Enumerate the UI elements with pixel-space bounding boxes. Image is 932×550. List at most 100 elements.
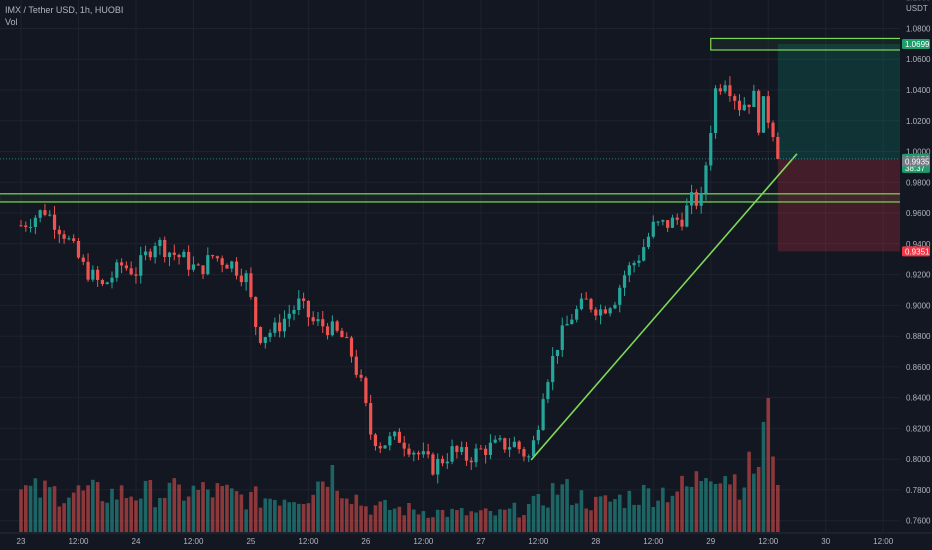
candle-body [163, 239, 167, 258]
candle-body [704, 165, 708, 194]
volume-bar [81, 490, 86, 532]
volume-bar [426, 517, 430, 532]
candle-body [340, 330, 344, 338]
volume-bar [656, 500, 660, 532]
volume-bar [397, 506, 402, 532]
candle-body [594, 309, 598, 316]
volume-bar [138, 498, 143, 532]
volume-bar [349, 504, 354, 532]
volume-bar [47, 487, 52, 532]
candle-body [311, 317, 315, 322]
candle-body [742, 104, 746, 111]
volume-bar [776, 484, 780, 532]
volume-bar [560, 484, 565, 532]
price-tick-label: 1.0400 [906, 86, 931, 95]
volume-bar [287, 502, 292, 532]
candle-body [771, 122, 775, 138]
volume-bar [708, 481, 713, 532]
candle-body [455, 446, 459, 452]
candle-body [100, 279, 105, 285]
candle-body [709, 132, 713, 166]
candle-body [110, 277, 114, 283]
price-tick-label: 0.9000 [906, 301, 931, 310]
volume-bar [244, 509, 248, 532]
candle-body [718, 88, 722, 92]
volume-bar [167, 482, 172, 532]
candle-body [24, 225, 28, 228]
volume-bar [23, 485, 28, 532]
candle-body [546, 382, 550, 400]
volume-bar [191, 485, 196, 532]
volume-bar [689, 486, 694, 532]
candle-body [201, 265, 205, 275]
candle-body [220, 258, 224, 265]
volume-bar [464, 515, 469, 532]
candle-body [536, 429, 540, 441]
price-candles [19, 76, 780, 484]
volume-bar [416, 514, 421, 532]
volume-bar [483, 508, 488, 532]
candle-body [622, 275, 627, 288]
volume-bar [766, 398, 771, 532]
candle-body [43, 210, 47, 215]
volume-bar [752, 473, 756, 532]
price-tick-label: 1.0600 [906, 55, 931, 64]
volume-bar [215, 483, 220, 532]
candle-body [522, 449, 526, 457]
candle-body [345, 337, 349, 339]
volume-bar [723, 476, 727, 532]
candle-body [737, 100, 742, 111]
long-position-tool[interactable] [777, 43, 917, 252]
candle-body [306, 300, 310, 318]
volume-bar [249, 491, 253, 532]
volume-bar [435, 509, 440, 532]
volume-bar [407, 502, 411, 532]
volume-bar [421, 511, 426, 532]
volume-bar [52, 486, 57, 532]
price-tick-label: 0.9200 [906, 271, 931, 280]
volume-bar [182, 500, 186, 532]
volume-bar [234, 491, 239, 532]
candle-body [680, 219, 684, 227]
candle-body [234, 261, 239, 276]
candle-body [38, 210, 42, 218]
candle-body [335, 321, 339, 331]
candle-body [675, 217, 679, 220]
candle-body [450, 446, 454, 462]
volume-bar [699, 481, 703, 532]
volume-bar [119, 485, 124, 532]
time-axis[interactable]: 23 12:00 24 12:00 25 12:00 26 12:00 27 12:00 28 12:… [0, 532, 932, 546]
price-tick-label: 0.7600 [906, 517, 931, 526]
volume-bar [651, 506, 656, 532]
candle-body [733, 96, 737, 101]
candle-body [440, 458, 445, 464]
price-tick-label: 1.0000 [906, 148, 931, 157]
candle-body [57, 229, 61, 235]
volume-bar [100, 501, 105, 532]
volume-bar [440, 509, 445, 532]
volume-bar [153, 507, 157, 532]
volume-bar [330, 465, 335, 532]
candle-body [776, 137, 780, 159]
price-tag-label: 1.0699 [905, 40, 930, 49]
candle-body [531, 440, 536, 457]
volume-bar [229, 488, 234, 532]
time-tick-label: 12:00 [873, 537, 894, 546]
volume-bar [67, 497, 71, 532]
price-tag-3 [902, 246, 930, 257]
time-tick-label: 30 [821, 537, 830, 546]
time-tick-label: 12:00 [758, 537, 779, 546]
candle-body [723, 85, 727, 92]
volume-bar [373, 505, 378, 532]
volume-bar [143, 480, 148, 532]
candle-body [19, 225, 23, 227]
volume-bar [33, 478, 38, 532]
volume-bar [263, 498, 268, 532]
trendline-drawing[interactable] [530, 153, 798, 461]
zone-rectangle-0 [0, 193, 918, 203]
candle-body [507, 447, 512, 450]
time-tick-label: 23 [17, 537, 26, 546]
candle-body [230, 261, 234, 269]
